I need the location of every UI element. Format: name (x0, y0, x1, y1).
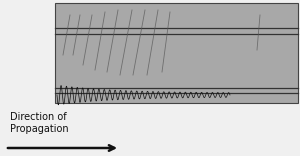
Bar (55, 3, 298, 103)
Text: Direction of
Propagation: Direction of Propagation (10, 112, 69, 134)
